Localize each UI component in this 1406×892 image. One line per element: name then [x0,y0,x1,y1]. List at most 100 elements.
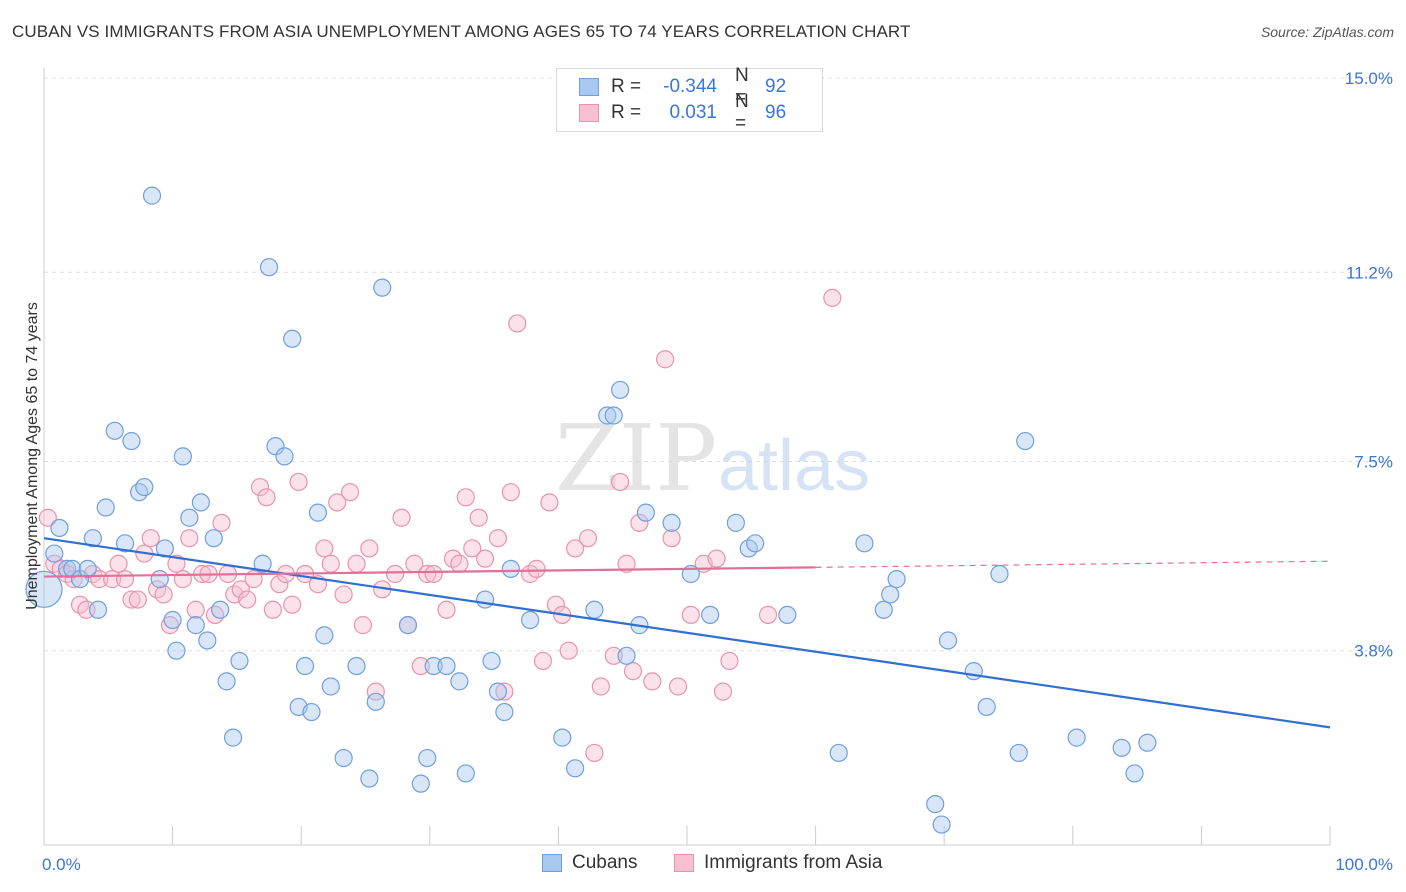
asia-point [578,529,598,548]
asia-point [617,554,636,573]
cubans-point [130,483,149,502]
asia-point [212,513,231,532]
asia-point [270,575,289,594]
cubans-point [83,529,102,548]
legend-n-value: 96 [765,102,787,123]
cubans-point [321,677,340,696]
cubans-point [411,774,430,793]
cubans-point [25,570,63,608]
cubans-point [701,605,720,625]
asia-point [508,314,527,333]
cubans-point [275,447,294,466]
cubans-point [1067,728,1086,747]
cubans-point [105,421,124,440]
series-cubans-points [25,186,1157,834]
legend-swatch-asia [579,104,599,122]
cubans-point [881,585,900,604]
asia-point [418,564,437,584]
cubans-point [566,759,585,778]
asia-point [456,488,475,507]
asia-point [122,590,141,609]
asia-point [340,483,360,502]
cubans-point [253,554,272,573]
cubans-point [163,610,182,630]
asia-point [38,508,57,527]
x-tick-label: 100.0% [1335,855,1393,874]
cubans-point [180,508,199,527]
asia-point [128,590,147,609]
asia-point [238,590,257,609]
asia-point [424,564,443,584]
cubans-point [167,641,186,660]
cubans-point [315,626,334,645]
cubans-point [308,503,328,522]
cubans-point [283,329,302,348]
asia-point [334,585,353,604]
cubans-point [437,656,456,676]
asia-point [328,493,347,512]
cubans-point [223,728,243,747]
cubans-point [495,702,514,722]
asia-point [353,616,373,635]
cubans-point [211,600,230,619]
y-tick-label: 11.2% [1346,263,1393,282]
cubans-point [135,477,154,497]
cubans-point [938,631,958,650]
cubans-point [96,498,115,517]
legend-r-value: 0.031 [669,102,717,123]
cubans-point [142,186,162,205]
asia-point [411,656,430,676]
legend-swatch-cubans [579,78,599,96]
cubans-point [63,559,82,578]
asia-point [475,549,495,568]
cubans-point [585,600,604,619]
cubans-point [636,503,655,522]
cubans-point [230,651,249,671]
asia-point [186,600,205,619]
asia-point [263,600,283,619]
cubans-point [450,672,469,691]
cubans-point [418,748,437,768]
asia-point [450,554,469,573]
asia-point [823,288,842,307]
asia-point [662,529,681,548]
bottom-legend-asia: Immigrants from Asia [674,852,882,874]
asia-point [585,743,604,763]
cubans-point [611,380,630,400]
cubans-point [366,692,385,711]
cubans-point [295,656,315,676]
cubans-point [347,656,366,676]
asia-point [623,662,643,681]
cubans-point [173,447,192,466]
cubans-point [926,794,945,814]
asia-point [347,554,366,573]
x-tick-label: 0.0% [42,855,81,874]
cubans-point [360,769,379,788]
legend-row-asia: R = 0.031 N = 96 [579,91,787,134]
cubans-point [990,564,1009,584]
cubans-point [50,518,69,538]
cubans-point [334,748,353,768]
y-tick-label: 15.0% [1345,69,1393,88]
bottom-legend-swatch-asia [674,854,694,872]
watermark-atlas: atlas [718,426,870,506]
asia-point [720,651,739,671]
legend-n-label: N = [735,91,749,134]
cubans-point [373,278,392,297]
cubans-point [398,616,418,635]
asia-point [559,641,578,660]
asia-point [231,580,250,599]
legend-n-label: N = [735,65,749,108]
chart-title: CUBAN VS IMMIGRANTS FROM ASIA UNEMPLOYME… [12,22,911,41]
legend-r-label: R = [611,102,642,123]
asia-point [604,646,623,665]
asia-point [527,559,546,578]
asia-point [180,529,199,548]
cubans-point [598,406,617,425]
legend-n-value: 92 [765,76,787,97]
cubans-point [122,431,141,451]
asia-point [315,539,334,558]
cubans-point [521,610,540,630]
cubans-point [662,513,681,532]
